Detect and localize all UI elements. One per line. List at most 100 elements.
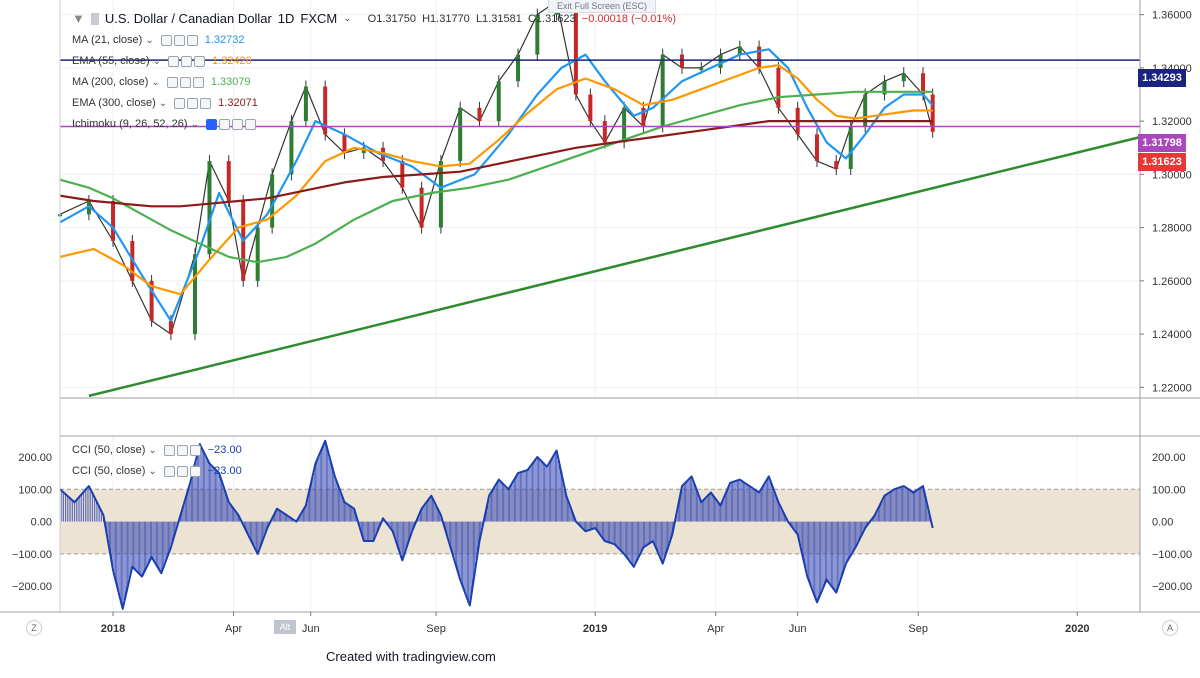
candle-body[interactable] [400,161,405,188]
x-tick-label: Apr [225,623,242,635]
legend-ma200[interactable]: MA (200, close) ⌄ 1.33079 [72,76,251,88]
collapse-icon[interactable]: ▼ [72,11,85,26]
y-tick-label: 1.22000 [1152,382,1192,394]
candle-body[interactable] [477,107,482,122]
close-icon[interactable] [189,444,201,456]
settings-icon[interactable] [218,118,230,130]
candle-body[interactable] [438,161,443,228]
chevron-down-icon[interactable]: ⌄ [151,76,160,88]
symbol-interval[interactable]: 1D [277,11,295,26]
legend-cci1-label: CCI (50, close) [72,444,146,456]
series-ema55[interactable] [59,64,933,296]
ohlc-readout: O1.31750 H1.31770 L1.31581 C1.31623 −0.0… [368,13,676,25]
legend-ema300[interactable]: EMA (300, close) ⌄ 1.32071 [72,97,258,109]
legend-cci-2[interactable]: CCI (50, close) ⌄ −23.00 [72,465,242,477]
candle-body[interactable] [622,107,627,143]
candle-body[interactable] [168,320,173,335]
symbol-name[interactable]: U.S. Dollar / Canadian Dollar [104,11,272,26]
hidden-eye-icon[interactable] [205,118,217,130]
candle-body[interactable] [323,86,328,135]
source-chevron-icon[interactable]: ⌄ [343,13,352,24]
eye-icon[interactable] [166,76,178,88]
candle-body[interactable] [193,254,197,335]
legend-cci2-label: CCI (50, close) [72,465,146,477]
eye-icon[interactable] [160,34,172,46]
settings-icon[interactable] [179,76,191,88]
candle-body[interactable] [111,200,116,241]
candle-body[interactable] [535,14,540,55]
legend-ema55[interactable]: EMA (55, close) ⌄ 1.32426 [72,55,252,67]
legend-ichimoku-label: Ichimoku (9, 26, 52, 26) [72,118,188,130]
chevron-down-icon[interactable]: ⌄ [158,97,168,109]
close-icon[interactable] [189,465,201,477]
candle-body[interactable] [149,280,154,321]
candle-body[interactable] [641,107,646,127]
candle-body[interactable] [863,94,868,127]
settings-icon[interactable] [181,55,193,67]
bottom-left-zoom-button[interactable]: Z [26,620,42,636]
candle-body[interactable] [270,174,275,228]
symbol-source[interactable]: FXCM [300,11,338,26]
exit-fullscreen-hint[interactable]: Exit Full Screen (ESC) [548,0,657,13]
candle-body[interactable] [718,54,723,68]
cci-line[interactable] [59,439,934,610]
chevron-down-icon[interactable]: ⌄ [145,34,154,46]
candle-body[interactable] [496,81,501,122]
eye-icon[interactable] [163,465,175,477]
eye-icon[interactable] [163,444,175,456]
chevron-down-icon[interactable]: ⌄ [152,55,162,67]
candle-body[interactable] [848,126,853,170]
candle-body[interactable] [921,73,926,95]
candle-body[interactable] [699,67,704,70]
candle-body[interactable] [458,107,463,162]
eye-icon[interactable] [168,55,180,67]
candle-body[interactable] [737,46,742,55]
candle-body[interactable] [834,161,839,170]
chevron-down-icon[interactable]: ⌄ [148,444,157,456]
settings-icon[interactable] [173,34,185,46]
chevron-down-icon[interactable]: ⌄ [190,118,199,130]
series-ema300[interactable] [59,119,933,208]
candle-body[interactable] [303,86,308,122]
candle-body[interactable] [289,121,294,175]
settings-icon[interactable] [176,444,188,456]
candle-body[interactable] [679,54,684,68]
candle-body[interactable] [573,1,578,95]
eye-icon[interactable] [174,97,186,109]
close-icon[interactable] [192,76,204,88]
candle-body[interactable] [901,73,906,82]
candle-body[interactable] [602,121,607,143]
y-tick-label: 1.32000 [1152,116,1192,128]
close-icon[interactable] [194,55,206,67]
close-icon[interactable] [186,34,198,46]
candle-body[interactable] [342,134,347,154]
candle-body[interactable] [588,94,593,122]
series-ma200[interactable] [59,90,933,264]
candle-body[interactable] [757,46,762,68]
candle-body[interactable] [419,187,424,228]
close-icon[interactable] [200,97,212,109]
close-icon[interactable] [244,118,256,130]
settings-icon[interactable] [187,97,199,109]
candle-body[interactable] [930,94,935,132]
candle-body[interactable] [882,81,887,95]
candle-body[interactable] [226,161,231,201]
candle-body[interactable] [516,54,521,82]
bottom-right-auto-button[interactable]: A [1162,620,1178,636]
series-price[interactable] [59,0,934,335]
credit-text[interactable]: Created with tradingview.com [326,649,496,664]
candle-body[interactable] [776,67,781,108]
series-trendline[interactable] [88,135,1141,398]
settings-icon[interactable] [176,465,188,477]
legend-ichimoku[interactable]: Ichimoku (9, 26, 52, 26) ⌄ [72,118,256,130]
source-code-icon[interactable] [231,118,243,130]
legend-ma21[interactable]: MA (21, close) ⌄ 1.32732 [72,34,244,46]
candle-body[interactable] [207,161,212,255]
chevron-down-icon[interactable]: ⌄ [148,465,157,477]
candle-body[interactable] [814,134,819,162]
candle-body[interactable] [255,227,260,281]
legend-cci-1[interactable]: CCI (50, close) ⌄ −23.00 [72,444,242,456]
candle-body[interactable] [660,54,665,127]
